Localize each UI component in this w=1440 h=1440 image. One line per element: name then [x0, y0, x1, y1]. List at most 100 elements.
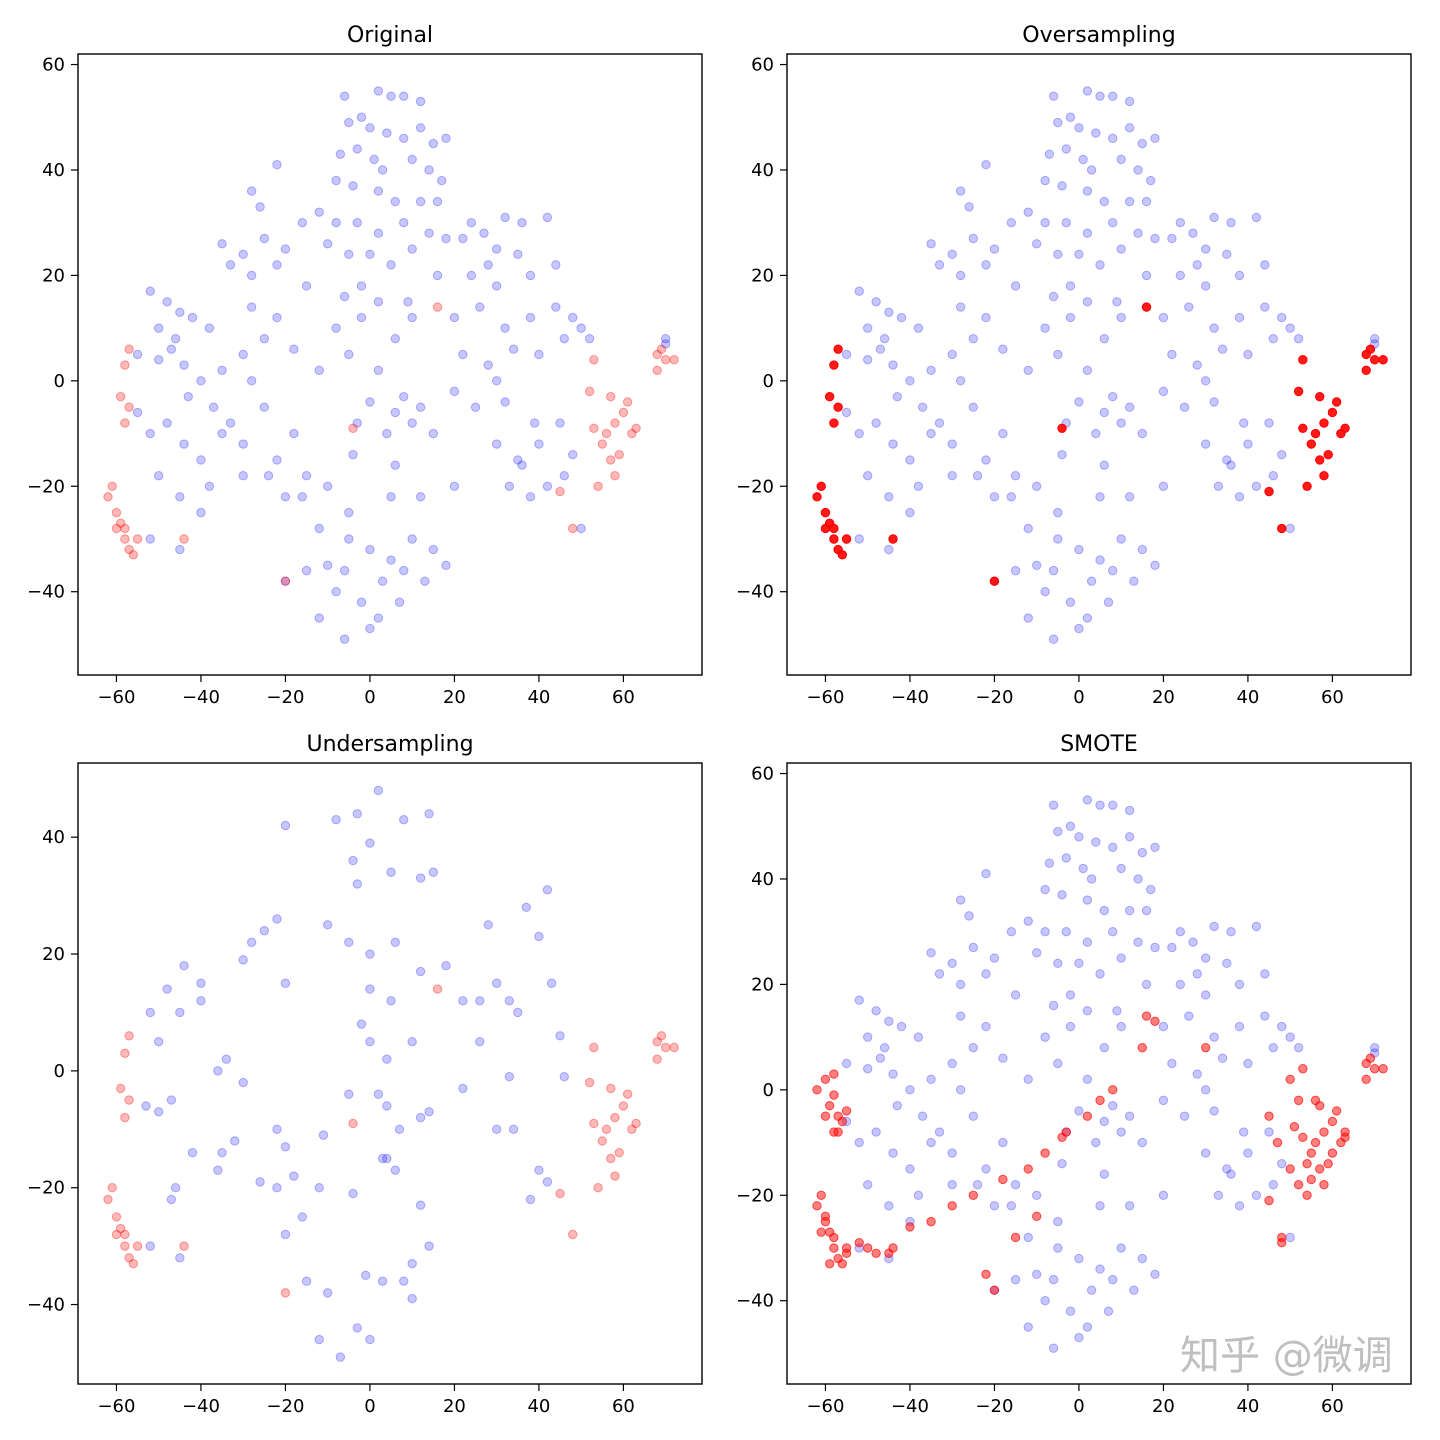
data-point-majority: [1217, 344, 1228, 354]
data-point-majority: [344, 507, 354, 518]
data-point-minority: [568, 523, 578, 534]
data-point-majority: [1095, 260, 1105, 270]
data-point-majority: [491, 376, 502, 386]
data-point-majority: [542, 481, 553, 491]
data-point-majority: [213, 1066, 223, 1076]
data-point-majority: [407, 154, 417, 165]
data-point-majority: [225, 418, 236, 428]
data-point-majority: [373, 228, 384, 238]
data-point-majority: [1200, 1085, 1211, 1095]
data-point-majority: [934, 418, 945, 428]
data-point-majority: [1099, 333, 1109, 344]
data-point-minority: [120, 360, 130, 370]
data-point-majority: [1006, 492, 1017, 502]
data-point-minority: [1327, 407, 1338, 418]
x-tick-label: 0: [364, 1396, 375, 1417]
data-point-majority: [1124, 805, 1135, 816]
data-point-majority: [238, 439, 248, 449]
data-point-majority: [407, 312, 417, 323]
data-point-majority: [1146, 175, 1156, 186]
data-point-majority: [132, 407, 143, 418]
data-point-majority: [998, 1137, 1008, 1148]
data-point-majority: [1074, 397, 1084, 407]
data-point-majority: [153, 355, 164, 365]
data-point-majority: [1268, 1180, 1278, 1190]
data-point-minority: [280, 576, 291, 586]
data-point-majority: [1150, 842, 1160, 853]
data-point-majority: [1078, 863, 1088, 874]
data-point-minority: [1057, 423, 1067, 433]
data-point-majority: [1116, 953, 1126, 963]
data-point-majority: [1053, 958, 1063, 969]
data-point-majority: [888, 1069, 898, 1079]
data-point-majority: [947, 471, 957, 481]
data-point-majority: [964, 202, 974, 212]
data-point-minority: [981, 1269, 991, 1280]
data-point-majority: [1158, 386, 1169, 397]
data-point-majority: [998, 344, 1008, 354]
data-point-majority: [1053, 349, 1063, 360]
data-point-minority: [597, 1136, 607, 1146]
data-point-majority: [1116, 1243, 1126, 1253]
data-point-majority: [1053, 1058, 1063, 1069]
data-point-minority: [120, 1229, 130, 1240]
data-point-majority: [1277, 312, 1287, 323]
data-point-majority: [365, 123, 375, 133]
data-point-majority: [437, 175, 447, 186]
data-point-majority: [280, 1142, 291, 1152]
data-point-minority: [968, 1190, 979, 1200]
data-point-minority: [593, 481, 603, 491]
data-point-majority: [339, 634, 350, 644]
subplot-title: Oversampling: [1022, 23, 1175, 48]
data-point-majority: [981, 160, 991, 170]
data-point-majority: [955, 302, 966, 312]
data-point-minority: [120, 418, 130, 428]
data-point-majority: [415, 492, 426, 502]
y-tick-label: 40: [751, 160, 774, 181]
data-point-majority: [546, 978, 557, 988]
data-point-minority: [107, 1183, 117, 1193]
data-point-minority: [1264, 1111, 1274, 1121]
data-point-majority: [1082, 795, 1093, 805]
data-point-minority: [1061, 1127, 1071, 1137]
data-point-majority: [926, 239, 936, 249]
data-point-majority: [175, 544, 185, 555]
data-point-majority: [660, 333, 671, 344]
data-point-majority: [1095, 800, 1105, 810]
data-point-majority: [356, 112, 367, 122]
data-point-majority: [1074, 123, 1084, 133]
data-point-majority: [1277, 1021, 1287, 1032]
x-tick-label: 60: [1321, 1396, 1344, 1417]
data-point-majority: [213, 1165, 223, 1175]
data-point-majority: [145, 286, 155, 296]
data-point-majority: [428, 428, 439, 439]
data-point-majority: [314, 207, 324, 217]
data-point-majority: [407, 1258, 417, 1269]
data-point-minority: [128, 1258, 139, 1269]
data-point-majority: [871, 1006, 881, 1016]
data-point-majority: [660, 339, 671, 349]
data-point-majority: [162, 418, 172, 428]
data-point-majority: [1065, 281, 1076, 291]
data-point-minority: [601, 428, 612, 439]
data-point-minority: [1378, 1064, 1388, 1074]
x-tick-label: 0: [1073, 1396, 1084, 1417]
data-point-majority: [892, 391, 902, 402]
data-point-majority: [529, 418, 540, 428]
data-point-majority: [1006, 926, 1017, 937]
data-point-minority: [610, 1171, 620, 1181]
data-point-majority: [399, 91, 409, 101]
subplot-title: SMOTE: [1060, 732, 1138, 757]
data-point-majority: [884, 1201, 894, 1211]
x-tick-label: −60: [97, 1396, 135, 1417]
data-point-minority: [622, 397, 633, 407]
x-tick-label: 20: [443, 687, 466, 708]
data-point-majority: [352, 144, 362, 154]
data-point-majority: [862, 1180, 873, 1190]
data-point-majority: [1124, 1201, 1135, 1211]
data-point-majority: [1065, 312, 1076, 323]
data-point-majority: [331, 814, 341, 825]
data-point-minority: [432, 302, 443, 312]
data-point-majority: [170, 333, 181, 344]
data-point-majority: [1010, 281, 1021, 291]
